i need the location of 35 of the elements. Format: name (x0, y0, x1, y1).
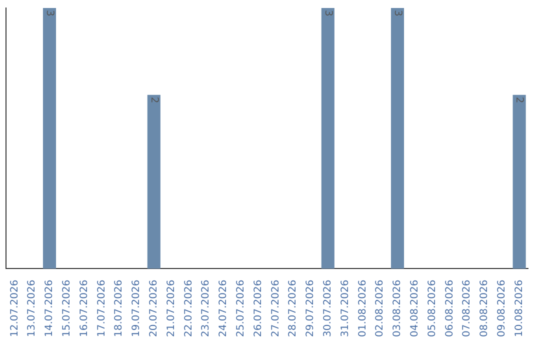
x-tick-label: 12.07.2026 (9, 280, 20, 338)
data-label: 3 (44, 10, 55, 16)
x-tick-label: 25.07.2026 (235, 280, 246, 338)
x-tick-label: 21.07.2026 (166, 280, 177, 338)
x-tick-label: 15.07.2026 (61, 280, 72, 338)
x-tick-label: 28.07.2026 (288, 280, 299, 338)
x-tick-label: 18.07.2026 (114, 280, 125, 338)
x-tick-label: 17.07.2026 (96, 280, 108, 338)
x-tick-label: 09.08.2026 (496, 280, 508, 338)
data-label: 3 (322, 10, 334, 16)
x-tick-label: 10.08.2026 (514, 280, 525, 338)
x-tick-label: 08.08.2026 (479, 280, 490, 338)
x-tick-label: 26.07.2026 (252, 280, 264, 338)
x-tick-label: 30.07.2026 (322, 280, 334, 338)
x-tick-label: 06.08.2026 (444, 280, 456, 338)
x-tick-label: 19.07.2026 (131, 280, 142, 338)
data-label: 2 (148, 96, 160, 104)
x-tick-label: 14.07.2026 (44, 280, 56, 338)
x-tick-label: 01.08.2026 (357, 280, 368, 338)
x-tick-label: 03.08.2026 (392, 280, 404, 338)
x-tick-label: 02.08.2026 (374, 280, 386, 338)
x-tick-label: 31.07.2026 (340, 280, 351, 338)
x-tick-label: 13.07.2026 (26, 280, 38, 338)
x-tick-label: 27.07.2026 (270, 280, 282, 338)
x-tick-label: 05.08.2026 (426, 280, 438, 338)
x-tick-label: 22.07.2026 (183, 280, 194, 338)
data-label: 2 (514, 96, 525, 104)
x-tick-label: 07.08.2026 (462, 280, 473, 338)
x-tick-label: 24.07.2026 (218, 280, 230, 338)
data-label: 3 (392, 10, 403, 16)
x-tick-label: 04.08.2026 (409, 280, 420, 338)
x-tick-label: 29.07.2026 (305, 280, 316, 338)
x-tick-label: 20.07.2026 (148, 280, 160, 338)
x-tick-label: 16.07.2026 (78, 280, 90, 338)
x-tick-label: 23.07.2026 (200, 280, 212, 338)
